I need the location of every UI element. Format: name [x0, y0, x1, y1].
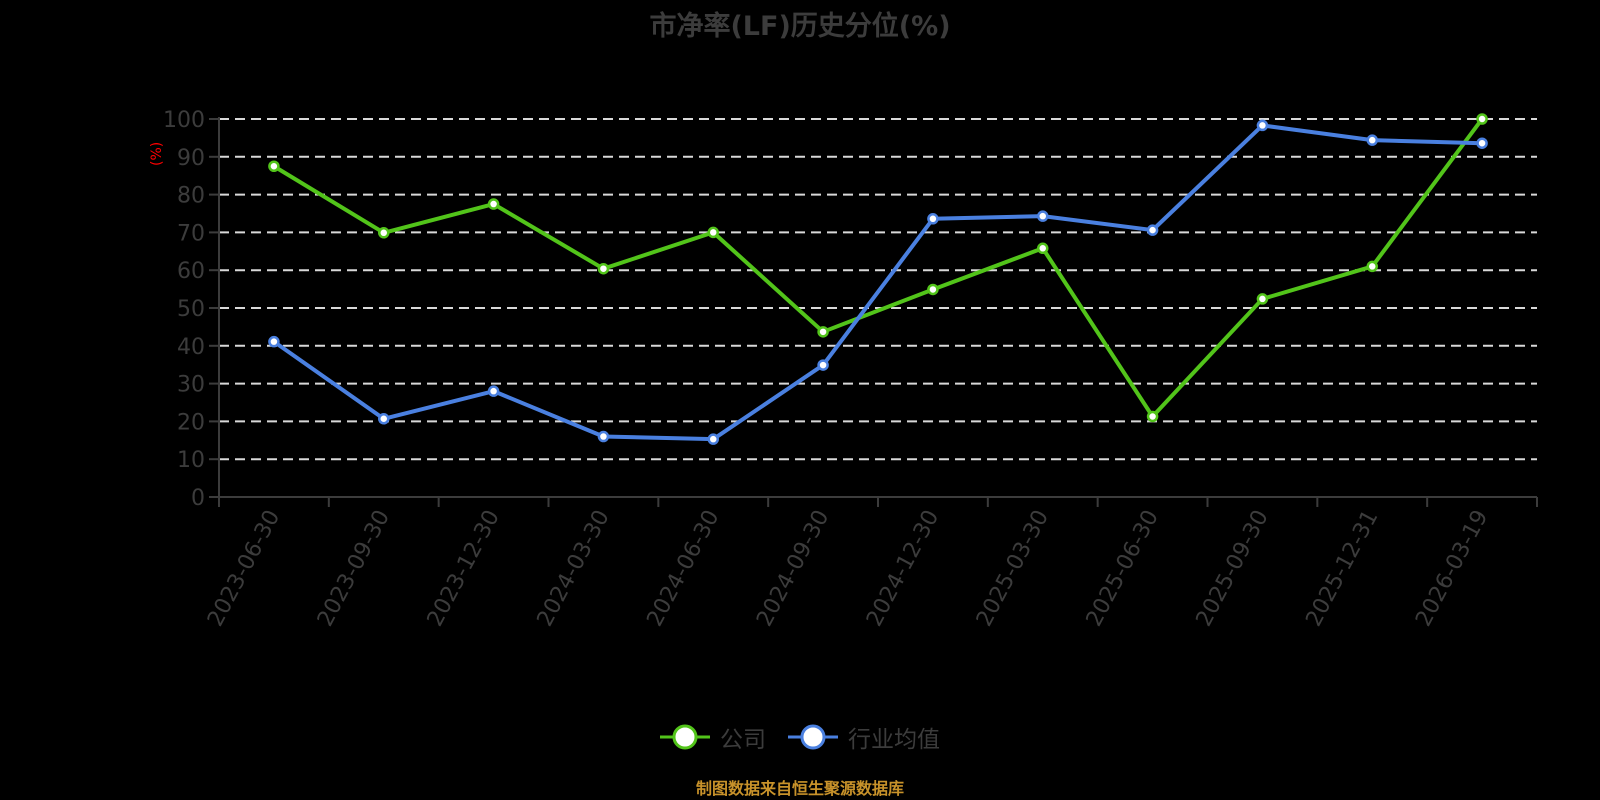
x-tick-label: 2025-12-31 — [1301, 506, 1383, 631]
data-point[interactable] — [268, 335, 280, 348]
legend-company-icon — [660, 724, 710, 750]
x-tick-label: 2025-06-30 — [1082, 506, 1164, 631]
y-tick-label: 0 — [191, 486, 205, 511]
y-tick-label: 60 — [177, 259, 205, 284]
x-tick-label: 2024-12-30 — [862, 506, 944, 631]
data-point[interactable] — [1476, 113, 1488, 125]
data-point[interactable] — [927, 283, 939, 296]
legend-item-company[interactable]: 公司 — [660, 720, 766, 754]
y-tick-label: 70 — [177, 221, 205, 246]
x-tick-label: 2023-12-30 — [423, 506, 505, 631]
data-point[interactable] — [268, 160, 280, 172]
chart-title: 市净率(LF)历史分位(%) — [649, 11, 951, 42]
y-tick-label: 50 — [177, 297, 205, 322]
x-tick-label: 2024-03-30 — [533, 506, 615, 631]
data-point[interactable] — [1476, 137, 1488, 149]
legend-label-industry-average: 行业均值 — [848, 727, 940, 753]
data-point[interactable] — [378, 413, 390, 425]
grid-lines — [219, 118, 1537, 461]
data-point[interactable] — [597, 430, 610, 443]
data-point[interactable] — [1146, 224, 1159, 236]
data-point[interactable] — [378, 227, 390, 239]
legend-item-industry-average[interactable]: 行业均值 — [788, 720, 940, 754]
series-line-1 — [272, 123, 1483, 442]
data-point[interactable] — [1256, 293, 1269, 305]
series-line-0 — [272, 117, 1484, 419]
y-tick-label: 20 — [177, 410, 205, 435]
y-tick-label: 90 — [177, 146, 205, 171]
y-tick-label: 80 — [177, 184, 205, 209]
y-tick-label: 100 — [163, 108, 205, 133]
x-tick-label: 2026-03-19 — [1411, 506, 1493, 631]
data-point[interactable] — [927, 213, 939, 225]
x-tick-label: 2024-09-30 — [752, 506, 834, 631]
data-point[interactable] — [817, 359, 829, 371]
legend-industry-icon — [788, 724, 838, 750]
data-point[interactable] — [1037, 210, 1049, 222]
x-tick-label: 2023-09-30 — [313, 506, 395, 631]
data-point[interactable] — [1037, 242, 1049, 255]
y-tick-label: 30 — [177, 373, 205, 398]
data-point[interactable] — [707, 226, 719, 239]
legend: 公司 行业均值 — [0, 720, 1600, 754]
series-lines — [268, 113, 1488, 445]
data-point[interactable] — [597, 262, 610, 275]
data-point[interactable] — [1146, 410, 1159, 423]
data-point[interactable] — [817, 326, 829, 338]
y-axis: 0 10 20 30 40 50 60 70 80 90 100 — [163, 108, 220, 511]
data-point[interactable] — [707, 433, 719, 445]
x-tick-label: 2023-06-30 — [203, 506, 285, 631]
data-source-footer: 制图数据来自恒生聚源数据库 — [695, 779, 904, 798]
data-point[interactable] — [1366, 260, 1378, 273]
data-point[interactable] — [1256, 119, 1269, 132]
y-tick-label: 40 — [177, 335, 205, 360]
data-point[interactable] — [487, 385, 500, 397]
x-tick-label: 2024-06-30 — [642, 506, 724, 631]
legend-label-company: 公司 — [720, 727, 766, 753]
data-point[interactable] — [1366, 134, 1378, 146]
data-point[interactable] — [487, 198, 500, 210]
x-tick-label: 2025-09-30 — [1192, 506, 1274, 631]
x-tick-label: 2025-03-30 — [972, 506, 1054, 631]
y-tick-label: 10 — [177, 448, 205, 473]
x-axis: 2023-06-30 2023-09-30 2023-12-30 2024-03-30… — [203, 496, 1538, 631]
